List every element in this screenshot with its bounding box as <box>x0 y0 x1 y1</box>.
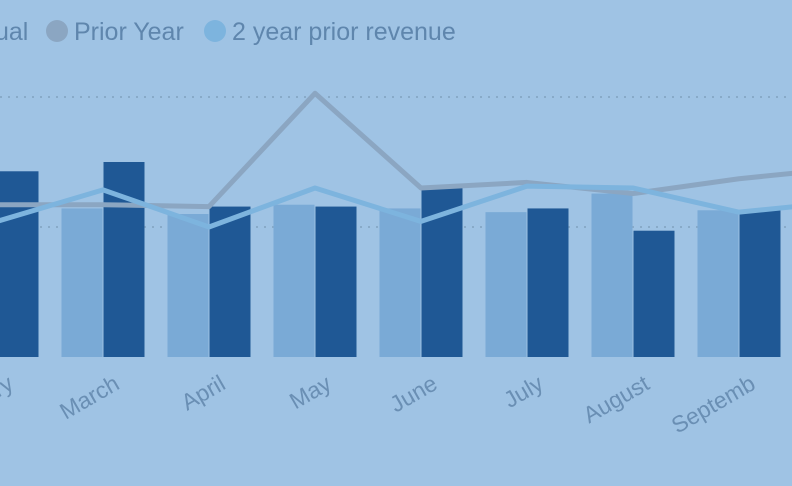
legend-marker <box>46 20 68 42</box>
bar-actual[interactable] <box>0 171 39 357</box>
bar-prior-year[interactable] <box>273 204 315 357</box>
bar-prior-year[interactable] <box>485 212 527 357</box>
bar-actual[interactable] <box>739 210 781 357</box>
legend-label: Prior Year <box>74 18 184 46</box>
line-two-year-prior[interactable] <box>0 183 792 230</box>
bar-actual[interactable] <box>633 230 675 357</box>
bar-prior-year[interactable] <box>379 208 421 357</box>
bar-prior-year[interactable] <box>697 210 739 357</box>
legend-label: 2 year prior revenue <box>232 18 456 46</box>
legend-label: ual <box>0 18 28 46</box>
bar-prior-year[interactable] <box>61 208 103 357</box>
bar-actual[interactable] <box>527 208 569 357</box>
bar-prior-year[interactable] <box>167 214 209 357</box>
legend-marker <box>204 20 226 42</box>
bar-prior-year[interactable] <box>591 193 633 357</box>
bar-actual[interactable] <box>209 206 251 357</box>
bar-actual[interactable] <box>315 206 357 357</box>
